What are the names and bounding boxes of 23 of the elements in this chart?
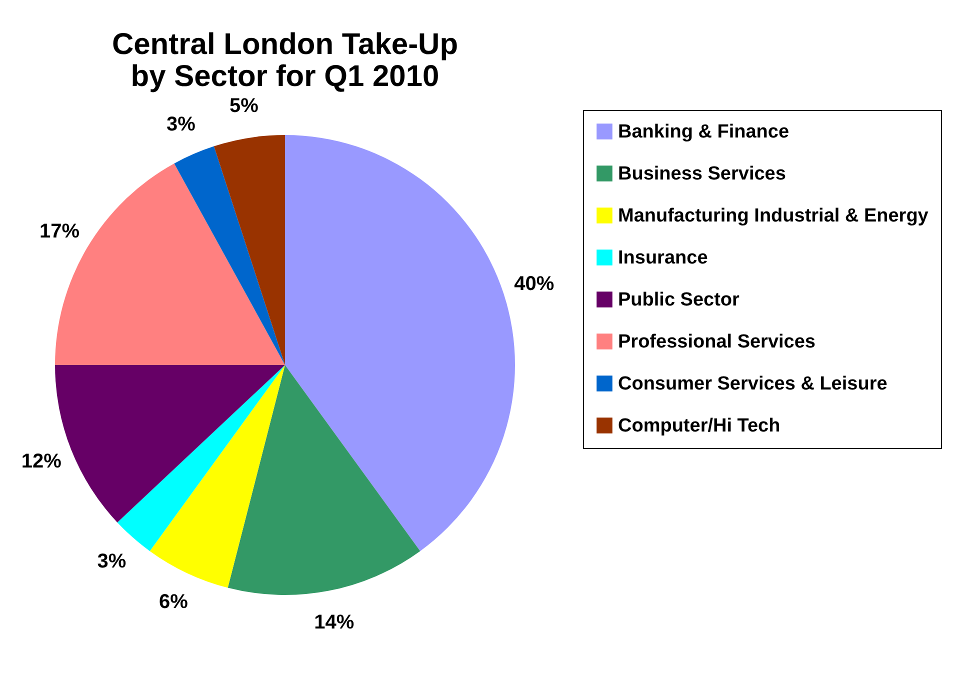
pie-slice xyxy=(117,365,285,552)
legend-label: Computer/Hi Tech xyxy=(618,416,780,436)
pie-slice xyxy=(214,135,285,365)
pie-slice xyxy=(285,135,515,552)
legend-label: Public Sector xyxy=(618,290,740,310)
pie-slice xyxy=(174,146,285,365)
data-label: 6% xyxy=(158,591,188,614)
data-label: 5% xyxy=(230,95,259,118)
legend-label: Professional Services xyxy=(618,332,816,352)
data-label: 3% xyxy=(166,114,196,136)
legend-label: Manufacturing Industrial & Energy xyxy=(618,206,929,226)
legend-label: Banking & Finance xyxy=(618,122,790,142)
data-label: 40% xyxy=(514,273,554,296)
chart-title: Central London Take-Up by Sector for Q1 2010 xyxy=(112,28,458,94)
data-label: 3% xyxy=(97,550,126,573)
legend-label: Insurance xyxy=(618,248,708,268)
pie-slice xyxy=(228,365,420,595)
legend-label: Business Services xyxy=(618,164,786,184)
legend-label: Consumer Services & Leisure xyxy=(618,374,888,394)
pie-slice xyxy=(150,365,285,588)
data-label: 12% xyxy=(21,450,62,472)
data-label: 14% xyxy=(314,611,354,634)
data-label: 17% xyxy=(39,220,80,243)
